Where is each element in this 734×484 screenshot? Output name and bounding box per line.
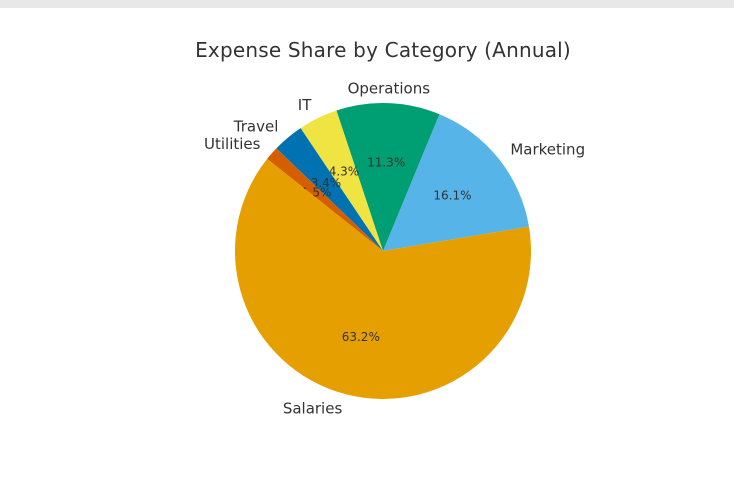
slice-label-it: IT — [298, 96, 312, 114]
pie-slice-travel — [276, 128, 383, 251]
slice-pct-travel: 3.4% — [311, 176, 342, 190]
pie-slice-operations — [336, 103, 440, 251]
pie-slice-utilities — [267, 148, 383, 251]
slice-label-operations: Operations — [348, 79, 431, 97]
pie-slice-it — [300, 110, 383, 251]
slice-label-salaries: Salaries — [283, 400, 343, 418]
pie-slice-salaries — [235, 158, 532, 399]
slice-label-marketing: Marketing — [510, 141, 585, 159]
slice-label-travel: Travel — [233, 117, 279, 135]
slice-pct-operations: 11.3% — [367, 155, 405, 169]
slice-pct-salaries: 63.2% — [342, 330, 380, 344]
chart-title: Expense Share by Category (Annual) — [195, 38, 571, 62]
pie-slice-marketing — [383, 114, 529, 251]
slice-pct-it: 4.3% — [329, 164, 360, 178]
slice-label-utilities: Utilities — [204, 135, 261, 153]
slice-pct-marketing: 16.1% — [433, 189, 471, 203]
top-strip — [0, 0, 734, 8]
